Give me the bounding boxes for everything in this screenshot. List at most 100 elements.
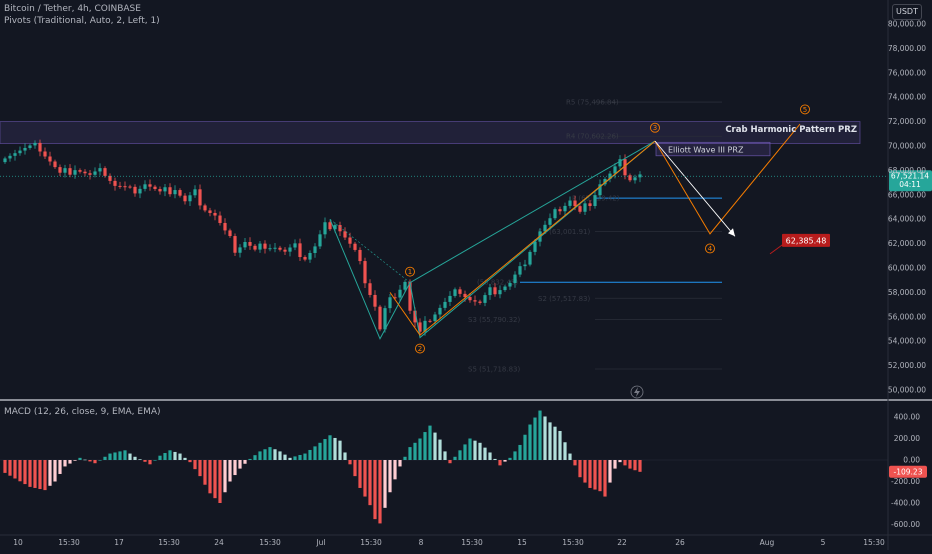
pivots-indicator-label[interactable]: Pivots (Traditional, Auto, 2, Left, 1) (4, 16, 160, 26)
candle-body (523, 264, 527, 267)
candle-body (128, 186, 132, 188)
macd-histogram-bar (268, 447, 272, 460)
candle-body (438, 307, 442, 315)
candle-body (498, 290, 502, 295)
candle-body (533, 241, 537, 252)
candle-body (503, 286, 507, 291)
macd-histogram-bar (78, 457, 82, 460)
candle-body (513, 274, 517, 284)
candle (113, 177, 117, 191)
candle-body (98, 168, 102, 172)
candle (403, 280, 407, 292)
macd-histogram-bar (393, 460, 397, 480)
last-price-tag (889, 170, 932, 192)
macd-histogram-bar (633, 460, 637, 471)
macd-histogram-bar (473, 440, 477, 460)
macd-tick-label: -600.00 (891, 520, 920, 529)
wave-number-marker (800, 104, 810, 115)
macd-histogram-bar (333, 437, 337, 460)
macd-histogram-bar (108, 453, 112, 460)
macd-histogram-bar (28, 460, 32, 487)
currency-unit-button[interactable]: USDT (892, 4, 922, 20)
macd-histogram-bar (493, 458, 497, 460)
time-tick-label: Jul (315, 538, 325, 547)
candle (608, 171, 612, 183)
candle-body (118, 185, 122, 187)
pivot-level-label: (58,832.45) (477, 279, 518, 287)
candle (603, 177, 607, 187)
candle (438, 304, 442, 320)
macd-histogram-bar (338, 440, 342, 460)
candle (508, 280, 512, 290)
macd-histogram-bar (303, 453, 307, 460)
candle (548, 213, 552, 229)
candle (323, 217, 327, 239)
time-tick-label: 15:30 (158, 538, 180, 547)
macd-histogram-bar (478, 442, 482, 460)
macd-histogram-bar (128, 453, 132, 460)
macd-tick-label: 0.00 (903, 456, 920, 465)
macd-histogram-bar (463, 444, 467, 460)
macd-histogram-bar (138, 459, 142, 460)
pivot-level-label: S2 (57,517.83) (538, 295, 590, 303)
macd-current-value: -109.23 (894, 468, 923, 477)
candle-body (208, 210, 212, 213)
candle-body (598, 184, 602, 196)
candle (378, 304, 382, 332)
macd-histogram-bar (248, 458, 252, 460)
macd-histogram-bar (378, 460, 382, 524)
candle-body (263, 243, 267, 249)
candle-body (173, 190, 177, 195)
macd-tick-label: -200.00 (891, 477, 920, 486)
candle (228, 228, 232, 238)
candle (468, 293, 472, 303)
wave-number-marker (415, 343, 425, 354)
macd-histogram-bar (353, 460, 357, 477)
candle (638, 171, 642, 183)
candle-body (318, 234, 322, 247)
macd-histogram-bar (23, 460, 27, 485)
macd-indicator-label[interactable]: MACD (12, 26, close, 9, EMA, EMA) (4, 407, 161, 417)
candle-body (18, 150, 22, 154)
macd-histogram-bar (238, 460, 242, 469)
candle-body (23, 147, 27, 151)
candle-body (473, 300, 477, 302)
candle (93, 167, 97, 178)
macd-histogram-bar (438, 439, 442, 460)
macd-histogram-bar (163, 453, 167, 460)
macd-histogram-bar (168, 450, 172, 460)
projection-arrowhead (728, 228, 735, 237)
symbol-title[interactable]: Bitcoin / Tether, 4h, COINBASE (4, 4, 141, 14)
candle-body (468, 297, 472, 301)
macd-histogram-bar (253, 455, 257, 460)
candle-body (288, 247, 292, 252)
macd-histogram-bar (388, 460, 392, 493)
candle-body (53, 161, 57, 168)
candle (583, 200, 587, 216)
candle-body (418, 322, 422, 332)
candle (528, 250, 532, 267)
candle-body (233, 236, 237, 253)
macd-histogram-bar (518, 444, 522, 460)
macd-histogram-bar (433, 432, 437, 460)
price-tick-label: 80,000.00 (888, 20, 926, 29)
price-tick-label: 52,000.00 (888, 361, 926, 370)
macd-histogram-bar (558, 430, 562, 460)
candle (628, 173, 632, 183)
candle (3, 156, 7, 164)
candle (123, 181, 127, 191)
lightning-icon-bolt (634, 387, 640, 397)
macd-histogram-bar (218, 460, 222, 503)
macd-histogram-bar (428, 425, 432, 460)
candle-body (213, 212, 217, 216)
time-tick-label: 24 (214, 538, 224, 547)
candle-body (153, 186, 157, 190)
macd-histogram-bar (453, 456, 457, 460)
candle-body (88, 173, 92, 175)
candle (163, 183, 167, 197)
macd-histogram-bar (533, 417, 537, 460)
candle-body (283, 249, 287, 252)
price-tick-label: 54,000.00 (888, 337, 926, 346)
time-tick-label: 15 (517, 538, 527, 547)
